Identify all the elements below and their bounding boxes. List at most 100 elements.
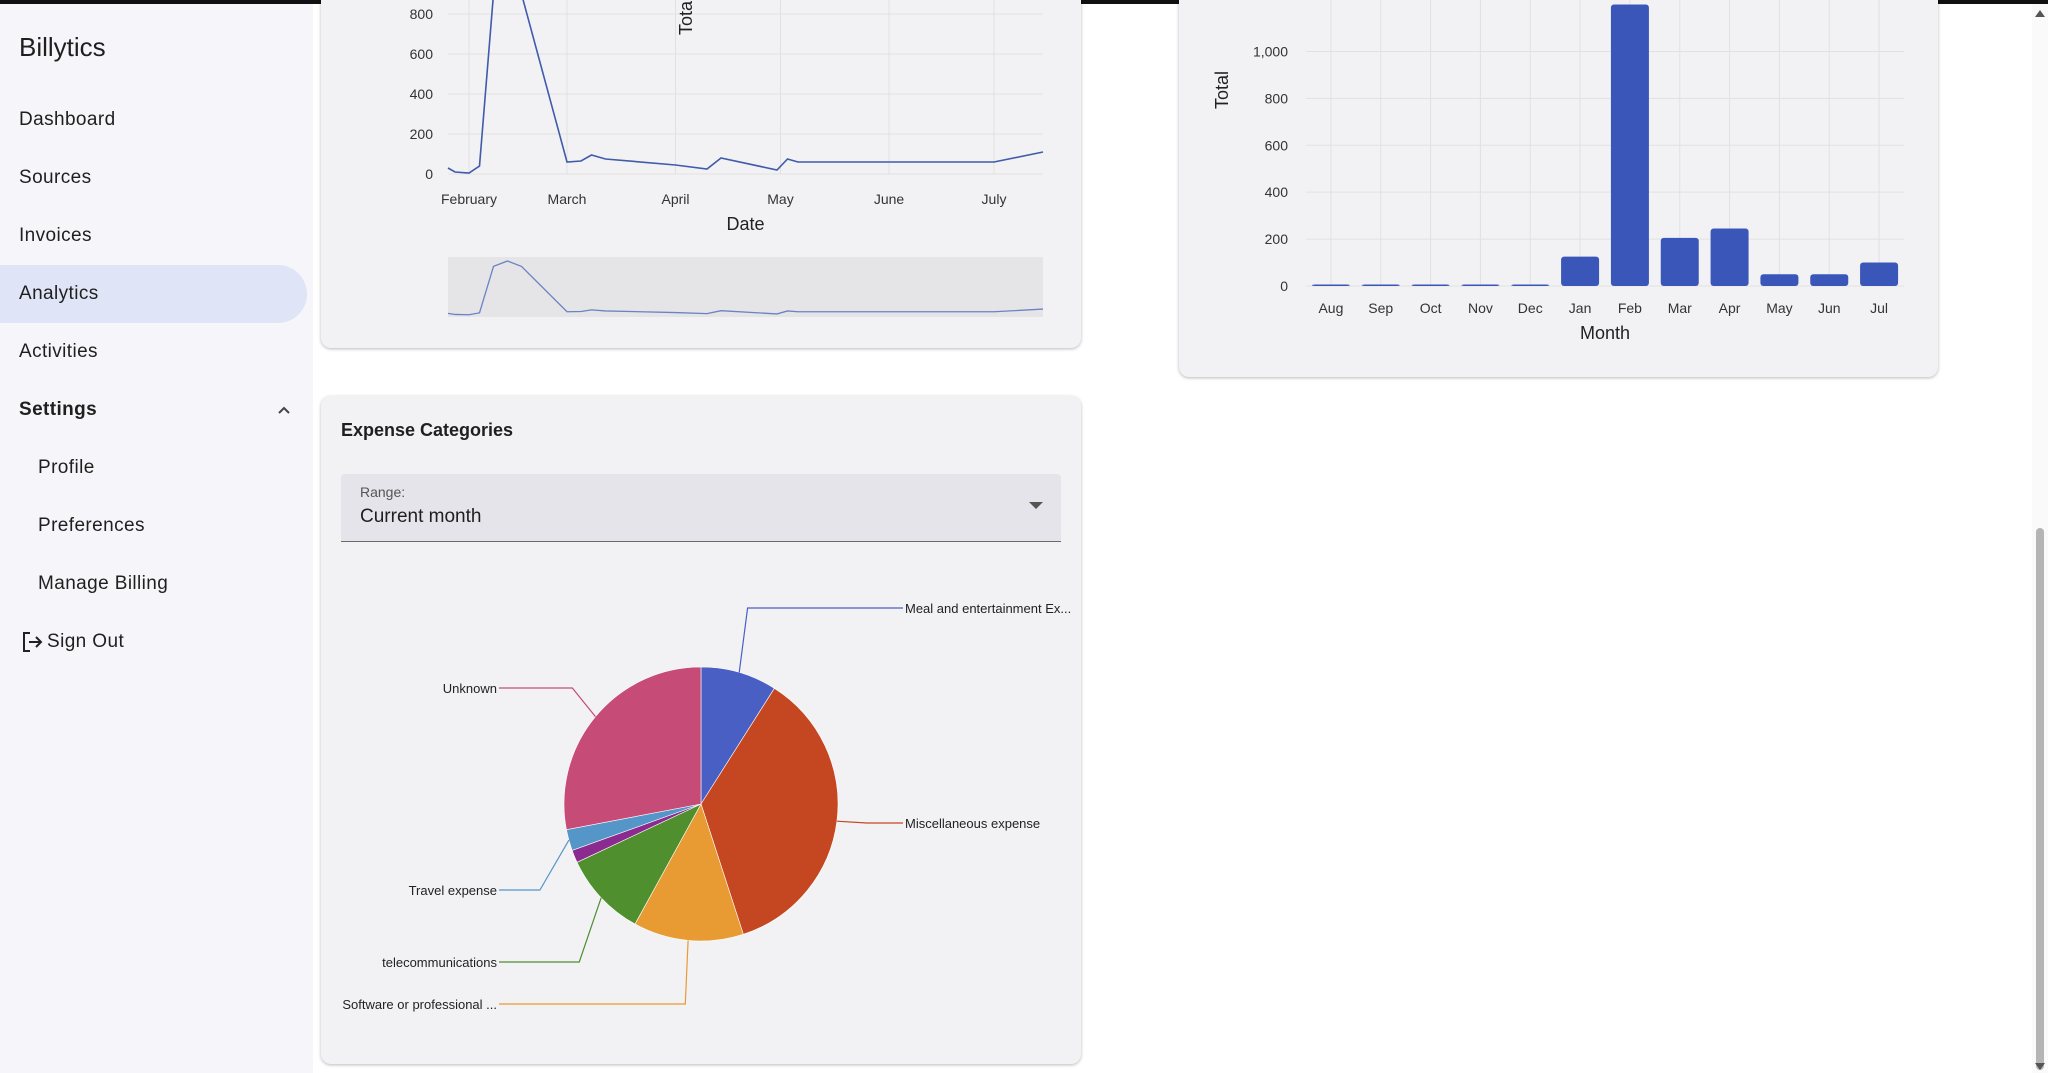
scrollbar[interactable] — [2032, 4, 2048, 1073]
sidebar-item-sign-out[interactable]: Sign Out — [0, 613, 307, 671]
pie-slice-label: Unknown — [443, 681, 497, 696]
pie-slice-label: Software or professional ... — [342, 997, 497, 1012]
y-tick-label: 200 — [1265, 231, 1289, 247]
scrollbar-thumb[interactable] — [2036, 528, 2044, 1070]
bar — [1411, 284, 1450, 286]
scroll-up-arrow-icon[interactable] — [2035, 10, 2045, 17]
pie-slice-label: Miscellaneous expense — [905, 816, 1040, 831]
x-tick-label: May — [767, 191, 793, 207]
y-tick-label: 400 — [1265, 184, 1289, 200]
sidebar-item-preferences[interactable]: Preferences — [0, 497, 307, 555]
x-tick-label: Feb — [1618, 300, 1642, 316]
bar — [1760, 274, 1799, 286]
y-tick-label: 800 — [1265, 90, 1289, 106]
y-tick-label: 200 — [410, 126, 434, 142]
x-tick-label: February — [441, 191, 497, 207]
bar — [1311, 284, 1350, 286]
x-axis-label: Date — [726, 214, 764, 234]
y-tick-label: 400 — [410, 86, 434, 102]
app-title: Billytics — [19, 32, 106, 62]
x-tick-label: Jul — [1870, 300, 1888, 316]
pie-leader-line — [738, 607, 903, 673]
range-select[interactable]: Range: Current month — [341, 474, 1061, 542]
range-select-value: Current month — [360, 506, 482, 527]
pie-slice-label: Travel expense — [409, 883, 497, 898]
range-select-label: Range: — [360, 484, 406, 500]
sidebar-item-activities[interactable]: Activities — [0, 323, 307, 381]
daily-total-card: 0 200 400 600 800 February March April May June Ju… — [321, 0, 1081, 348]
sidebar-item-dashboard[interactable]: Dashboard — [0, 91, 307, 149]
sidebar-item-label: Settings — [19, 399, 98, 420]
sidebar-item-manage-billing[interactable]: Manage Billing — [0, 555, 307, 613]
line-chart: 0 200 400 600 800 February March April May June Ju… — [410, 0, 1044, 317]
pie-chart: Meal and entertainment Ex... Miscellaneou… — [342, 601, 1071, 1012]
sidebar-item-profile[interactable]: Profile — [0, 439, 307, 497]
range-slider-line — [447, 260, 1044, 316]
sidebar-item-invoices[interactable]: Invoices — [0, 207, 307, 265]
bar — [1860, 262, 1899, 286]
chevron-up-icon[interactable] — [275, 401, 293, 419]
x-tick-label: Apr — [1719, 300, 1741, 316]
sidebar: Billytics Dashboard Sources Invoices Ana… — [0, 4, 313, 1073]
sign-out-icon — [23, 632, 43, 652]
pie-leader-line — [499, 897, 602, 963]
y-tick-label: 1,000 — [1253, 43, 1288, 59]
pie-leader-line — [836, 820, 903, 824]
y-axis-label: Total — [1212, 71, 1232, 109]
y-axis-label: Tota — [676, 0, 696, 35]
scroll-down-arrow-icon[interactable] — [2035, 1063, 2045, 1070]
bar-chart: 0 200 400 600 800 1,000 Aug Sep Oct Nov Dec Jan Feb M… — [1212, 0, 1904, 343]
y-tick-label: 0 — [1280, 278, 1288, 294]
x-tick-label: Dec — [1518, 300, 1543, 316]
bar — [1710, 228, 1749, 286]
pie-slice — [576, 803, 702, 925]
x-tick-label: Jan — [1569, 300, 1592, 316]
bar — [1461, 284, 1500, 286]
x-tick-label: March — [548, 191, 587, 207]
x-axis-label: Month — [1580, 323, 1630, 343]
x-tick-label: Jun — [1818, 300, 1841, 316]
pie-slice-label: Meal and entertainment Ex... — [905, 601, 1071, 616]
x-tick-label: July — [982, 191, 1007, 207]
pie-leader-line — [499, 687, 596, 718]
sidebar-item-label: Profile — [38, 457, 95, 478]
y-tick-label: 600 — [410, 46, 434, 62]
sidebar-item-label: Invoices — [19, 225, 92, 246]
bar — [1361, 284, 1400, 286]
x-tick-label: Oct — [1420, 300, 1442, 316]
x-tick-label: April — [661, 191, 689, 207]
monthly-total-card: 0 200 400 600 800 1,000 Aug Sep Oct Nov Dec Jan Feb M… — [1179, 0, 1938, 377]
sidebar-item-sources[interactable]: Sources — [0, 149, 307, 207]
expense-categories-card: Expense Categories Range: Current month … — [321, 396, 1081, 1064]
x-tick-label: June — [874, 191, 905, 207]
sidebar-item-label: Dashboard — [19, 109, 116, 130]
sidebar-item-label: Manage Billing — [38, 573, 169, 594]
sidebar-item-analytics[interactable]: Analytics — [0, 265, 307, 323]
bar — [1511, 284, 1550, 286]
x-tick-label: Aug — [1318, 300, 1343, 316]
bar — [1660, 237, 1699, 286]
x-tick-label: Nov — [1468, 300, 1493, 316]
series-line — [447, 0, 1044, 174]
pie-slice — [563, 666, 702, 831]
sidebar-item-settings[interactable]: Settings — [0, 381, 307, 439]
x-tick-label: May — [1766, 300, 1792, 316]
x-tick-label: Mar — [1668, 300, 1692, 316]
y-tick-label: 800 — [410, 6, 434, 22]
range-slider-track — [448, 257, 1043, 317]
pie-slice-label: telecommunications — [382, 955, 497, 970]
bar — [1810, 274, 1849, 286]
bar — [1610, 4, 1649, 287]
y-tick-label: 0 — [425, 166, 433, 182]
sidebar-item-label: Analytics — [19, 283, 99, 304]
sidebar-item-label: Activities — [19, 341, 98, 362]
sidebar-item-label: Sources — [19, 167, 92, 188]
card-title: Expense Categories — [341, 420, 514, 440]
x-tick-label: Sep — [1368, 300, 1393, 316]
caret-down-icon — [1029, 502, 1043, 509]
sidebar-item-label: Preferences — [38, 515, 145, 536]
sidebar-item-label: Sign Out — [47, 631, 125, 652]
y-tick-label: 600 — [1265, 137, 1289, 153]
pie-leader-line — [499, 839, 570, 891]
pie-leader-line — [499, 940, 689, 1005]
